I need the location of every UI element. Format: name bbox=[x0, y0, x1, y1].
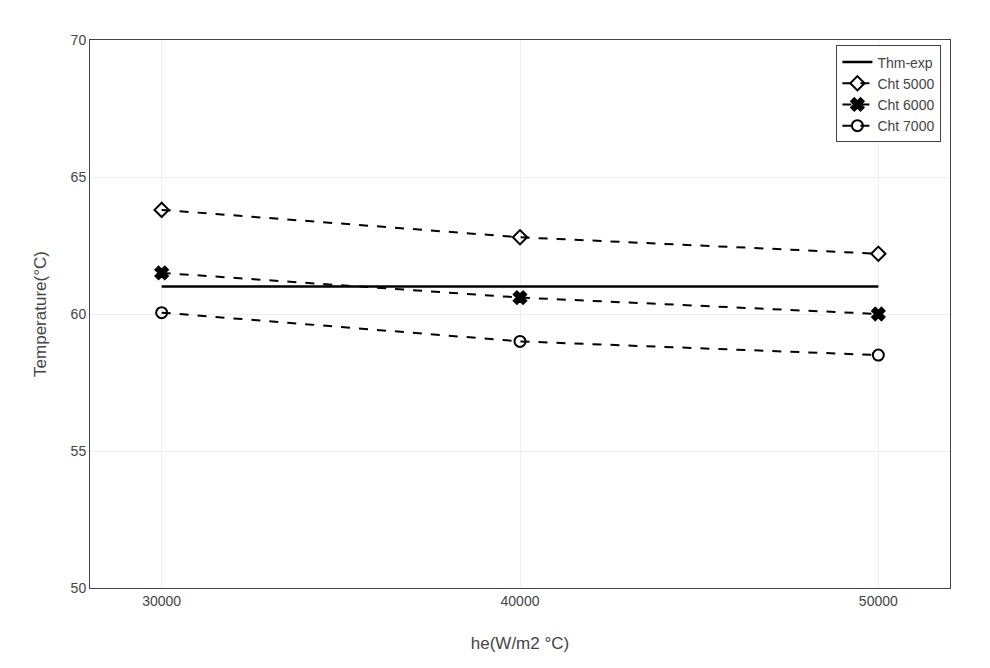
svg-text:50: 50 bbox=[71, 580, 87, 596]
svg-text:50000: 50000 bbox=[859, 593, 898, 609]
svg-text:55: 55 bbox=[71, 443, 87, 459]
svg-text:Cht 7000: Cht 7000 bbox=[877, 118, 934, 134]
svg-text:Cht 5000: Cht 5000 bbox=[877, 76, 934, 92]
svg-text:40000: 40000 bbox=[501, 593, 540, 609]
svg-text:Cht 6000: Cht 6000 bbox=[877, 97, 934, 113]
svg-text:Thm-exp: Thm-exp bbox=[877, 55, 932, 71]
svg-text:70: 70 bbox=[71, 32, 87, 48]
svg-text:30000: 30000 bbox=[142, 593, 181, 609]
svg-text:he(W/m2 °C): he(W/m2 °C) bbox=[471, 634, 569, 653]
svg-text:60: 60 bbox=[71, 306, 87, 322]
svg-text:65: 65 bbox=[71, 169, 87, 185]
svg-text:Temperature(°C): Temperature(°C) bbox=[31, 251, 50, 377]
